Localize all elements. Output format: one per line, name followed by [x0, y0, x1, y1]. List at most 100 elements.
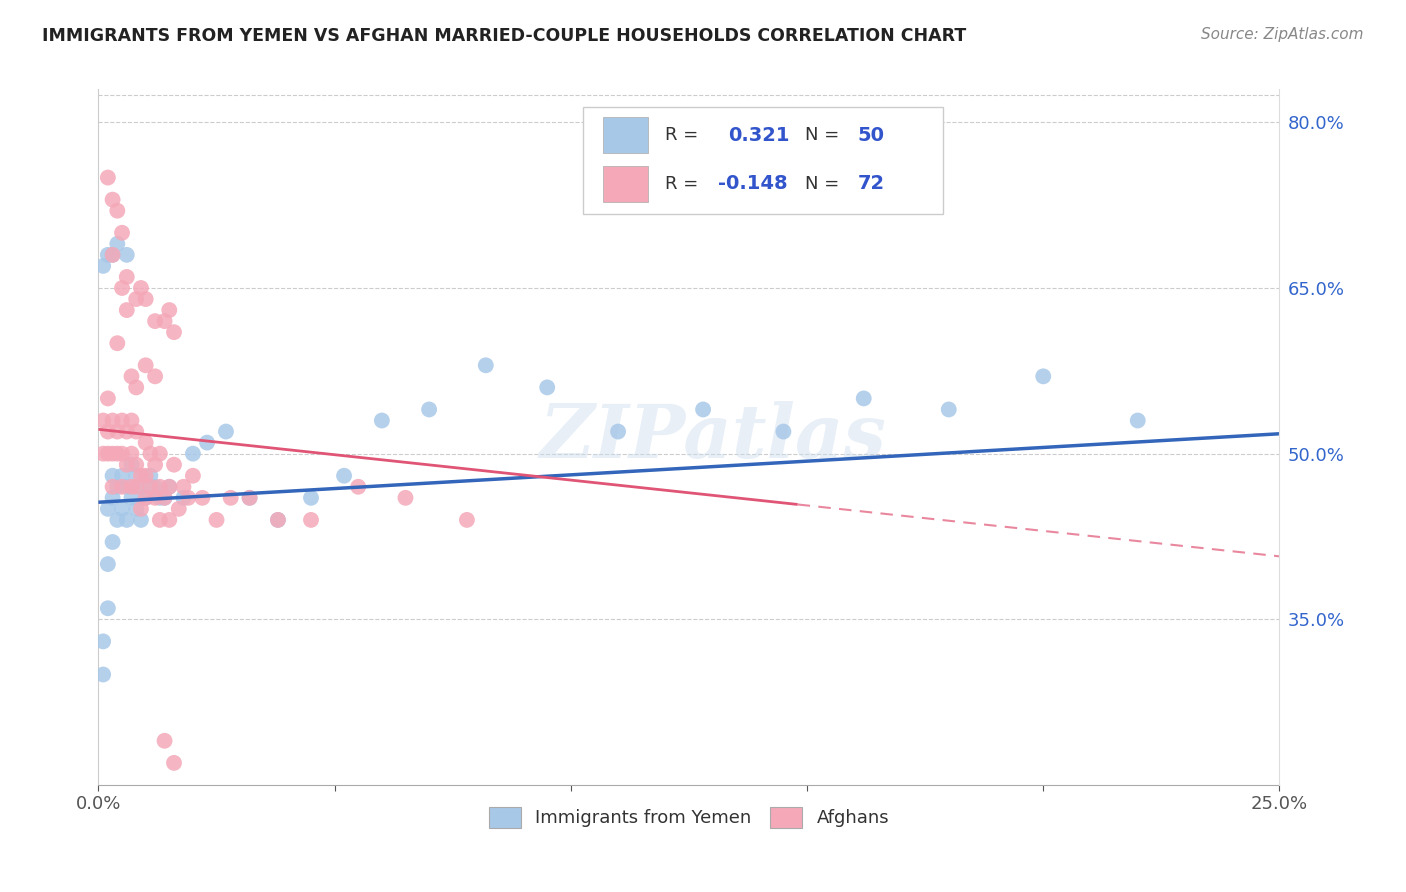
- Point: [101, 248, 124, 262]
- Point: [121, 458, 143, 472]
- Point: [167, 501, 190, 516]
- FancyBboxPatch shape: [603, 166, 648, 202]
- Point: [239, 491, 262, 505]
- Point: [333, 468, 356, 483]
- Point: [139, 480, 162, 494]
- Point: [115, 480, 138, 494]
- Text: Source: ZipAtlas.com: Source: ZipAtlas.com: [1201, 27, 1364, 42]
- Point: [394, 491, 416, 505]
- Point: [105, 513, 128, 527]
- Point: [91, 259, 114, 273]
- Point: [101, 193, 124, 207]
- Point: [101, 535, 124, 549]
- Point: [97, 447, 120, 461]
- Point: [149, 480, 172, 494]
- Point: [105, 480, 128, 494]
- Text: -0.148: -0.148: [718, 174, 789, 194]
- Text: 72: 72: [858, 174, 884, 194]
- Point: [101, 447, 124, 461]
- Point: [1032, 369, 1054, 384]
- Point: [97, 170, 120, 185]
- Point: [143, 314, 166, 328]
- Point: [101, 248, 124, 262]
- Point: [101, 480, 124, 494]
- Point: [191, 491, 214, 505]
- Point: [121, 413, 143, 427]
- Point: [105, 447, 128, 461]
- Point: [1126, 413, 1149, 427]
- Point: [125, 380, 148, 394]
- Point: [101, 491, 124, 505]
- FancyBboxPatch shape: [582, 106, 943, 214]
- Point: [125, 292, 148, 306]
- Text: ZIPatlas: ZIPatlas: [538, 401, 886, 474]
- Point: [267, 513, 290, 527]
- Point: [219, 491, 242, 505]
- Point: [97, 392, 120, 406]
- Point: [111, 468, 134, 483]
- Point: [135, 292, 157, 306]
- Point: [105, 336, 128, 351]
- Point: [536, 380, 558, 394]
- Point: [143, 480, 166, 494]
- Point: [143, 458, 166, 472]
- Point: [267, 513, 290, 527]
- Text: IMMIGRANTS FROM YEMEN VS AFGHAN MARRIED-COUPLE HOUSEHOLDS CORRELATION CHART: IMMIGRANTS FROM YEMEN VS AFGHAN MARRIED-…: [42, 27, 966, 45]
- Point: [157, 480, 180, 494]
- Text: R =: R =: [665, 175, 704, 193]
- Point: [153, 491, 176, 505]
- Point: [125, 458, 148, 472]
- Point: [157, 480, 180, 494]
- Point: [143, 369, 166, 384]
- Point: [97, 557, 120, 571]
- Point: [135, 435, 157, 450]
- Point: [135, 468, 157, 483]
- Point: [125, 468, 148, 483]
- Point: [205, 513, 228, 527]
- Point: [347, 480, 370, 494]
- Point: [299, 513, 322, 527]
- Point: [111, 226, 134, 240]
- Point: [121, 480, 143, 494]
- Point: [115, 248, 138, 262]
- Point: [105, 425, 128, 439]
- Point: [135, 491, 157, 505]
- Point: [143, 491, 166, 505]
- Text: 0.321: 0.321: [728, 126, 789, 145]
- FancyBboxPatch shape: [603, 117, 648, 153]
- Point: [157, 303, 180, 318]
- Text: R =: R =: [665, 127, 704, 145]
- Point: [692, 402, 714, 417]
- Legend: Immigrants from Yemen, Afghans: Immigrants from Yemen, Afghans: [481, 800, 897, 835]
- Point: [111, 447, 134, 461]
- Point: [153, 314, 176, 328]
- Point: [772, 425, 794, 439]
- Point: [139, 447, 162, 461]
- Point: [163, 756, 186, 770]
- Point: [121, 369, 143, 384]
- Point: [239, 491, 262, 505]
- Point: [97, 425, 120, 439]
- Point: [125, 480, 148, 494]
- Point: [135, 359, 157, 373]
- Point: [299, 491, 322, 505]
- Point: [149, 513, 172, 527]
- Text: N =: N =: [804, 127, 845, 145]
- Text: 50: 50: [858, 126, 884, 145]
- Point: [115, 513, 138, 527]
- Point: [125, 501, 148, 516]
- Point: [172, 491, 194, 505]
- Point: [97, 501, 120, 516]
- Point: [163, 458, 186, 472]
- Point: [938, 402, 960, 417]
- Point: [129, 281, 152, 295]
- Point: [852, 392, 875, 406]
- Point: [129, 468, 152, 483]
- Point: [111, 501, 134, 516]
- Point: [111, 480, 134, 494]
- Point: [115, 458, 138, 472]
- Point: [172, 480, 194, 494]
- Point: [215, 425, 238, 439]
- Point: [91, 667, 114, 681]
- Point: [195, 435, 218, 450]
